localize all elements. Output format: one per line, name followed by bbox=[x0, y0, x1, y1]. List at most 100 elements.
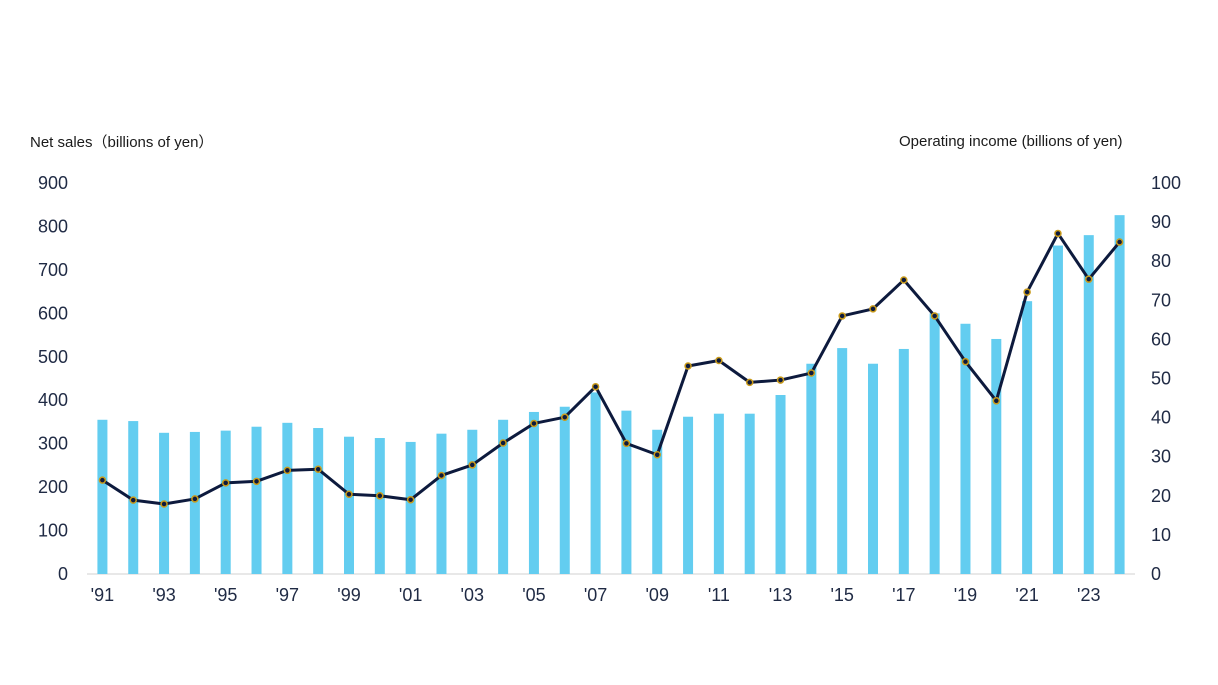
operating-income-point bbox=[98, 476, 107, 484]
x-tick-label: '05 bbox=[522, 585, 545, 605]
net-sales-bar bbox=[960, 323, 971, 574]
operating-income-point bbox=[437, 471, 446, 480]
operating-income-point bbox=[283, 466, 292, 475]
net-sales-bar bbox=[775, 395, 786, 574]
x-tick-label: '03 bbox=[461, 585, 484, 605]
y1-tick-label: 500 bbox=[38, 347, 68, 367]
net-sales-bar bbox=[189, 431, 200, 574]
operating-income-point bbox=[1023, 288, 1031, 296]
operating-income-point bbox=[129, 496, 137, 504]
operating-income-point bbox=[745, 378, 754, 387]
net-sales-bar bbox=[1083, 235, 1094, 574]
y2-tick-label: 10 bbox=[1151, 525, 1171, 545]
operating-income-point bbox=[653, 450, 661, 459]
operating-income-point bbox=[345, 490, 353, 498]
operating-income-point bbox=[252, 477, 261, 486]
net-sales-bar bbox=[282, 422, 293, 574]
net-sales-bar bbox=[1052, 245, 1063, 574]
operating-income-point bbox=[406, 495, 415, 504]
y2-tick-label: 50 bbox=[1151, 369, 1171, 389]
x-tick-label: '23 bbox=[1077, 585, 1100, 605]
operating-income-point bbox=[776, 376, 785, 384]
operating-income-point bbox=[807, 369, 816, 377]
y1-tick-label: 0 bbox=[58, 564, 68, 584]
x-tick-label: '19 bbox=[954, 585, 977, 605]
net-sales-bar bbox=[621, 410, 632, 574]
operating-income-point bbox=[191, 495, 199, 503]
operating-income-point bbox=[961, 357, 970, 366]
x-tick-label: '91 bbox=[91, 585, 114, 605]
operating-income-polyline bbox=[101, 231, 1121, 506]
net-sales-bar bbox=[744, 413, 755, 574]
net-sales-bars bbox=[97, 215, 1125, 574]
operating-income-point bbox=[221, 479, 230, 487]
operating-income-point bbox=[160, 500, 168, 508]
y1-tick-labels: 0 100 200 300 400 500 600 700 800 900 bbox=[38, 173, 68, 584]
x-tick-label: '07 bbox=[584, 585, 607, 605]
x-tick-label: '93 bbox=[152, 585, 175, 605]
net-sales-bar bbox=[436, 433, 447, 574]
operating-income-point bbox=[622, 439, 631, 448]
y2-tick-label: 0 bbox=[1151, 564, 1161, 584]
net-sales-bar bbox=[868, 363, 878, 574]
net-sales-bar bbox=[590, 392, 601, 574]
y1-tick-label: 300 bbox=[38, 434, 68, 454]
operating-income-point bbox=[869, 305, 877, 313]
y2-tick-label: 40 bbox=[1151, 408, 1171, 428]
y2-tick-labels: 0 10 20 30 40 50 60 70 80 90 100 bbox=[1151, 173, 1181, 584]
operating-income-point bbox=[715, 356, 723, 365]
operating-income-line bbox=[98, 229, 1124, 508]
net-sales-bar bbox=[467, 429, 478, 574]
y1-tick-label: 200 bbox=[38, 477, 68, 497]
net-sales-bar bbox=[898, 348, 909, 574]
x-tick-label: '97 bbox=[276, 585, 299, 605]
y2-tick-label: 100 bbox=[1151, 173, 1181, 193]
y1-tick-label: 900 bbox=[38, 173, 68, 193]
operating-income-point bbox=[591, 382, 600, 391]
operating-income-point bbox=[900, 276, 908, 284]
net-sales-bar bbox=[683, 416, 694, 574]
x-tick-label: '01 bbox=[399, 585, 422, 605]
x-tick-label: '99 bbox=[337, 585, 360, 605]
y1-tick-label: 400 bbox=[38, 390, 68, 410]
y2-tick-label: 70 bbox=[1151, 290, 1171, 310]
y1-tick-label: 700 bbox=[38, 260, 68, 280]
y1-tick-label: 100 bbox=[38, 521, 68, 541]
net-sales-bar bbox=[806, 363, 817, 574]
x-tick-label: '17 bbox=[892, 585, 915, 605]
operating-income-point bbox=[314, 465, 322, 473]
net-sales-bar bbox=[528, 411, 539, 574]
operating-income-point bbox=[376, 492, 384, 500]
net-sales-bar bbox=[713, 413, 724, 574]
net-sales-bar bbox=[405, 441, 416, 574]
operating-income-point bbox=[1115, 238, 1124, 246]
x-tick-label: '11 bbox=[708, 585, 730, 605]
y2-tick-label: 30 bbox=[1151, 447, 1171, 467]
operating-income-point bbox=[930, 312, 939, 320]
operating-income-point bbox=[499, 439, 507, 447]
net-sales-bar bbox=[344, 436, 354, 574]
net-sales-bar bbox=[1114, 215, 1125, 574]
x-tick-labels: '91 '93 '95 '97 '99 '01 '03 '05 '07 '09 '11 '13 '15 '… bbox=[91, 585, 1101, 605]
y1-tick-label: 600 bbox=[38, 303, 68, 323]
net-sales-bar bbox=[313, 428, 324, 574]
net-sales-bar bbox=[837, 348, 848, 574]
x-tick-label: '13 bbox=[769, 585, 792, 605]
net-sales-bar bbox=[1022, 301, 1033, 574]
net-sales-bar bbox=[97, 419, 108, 574]
x-tick-label: '21 bbox=[1015, 585, 1038, 605]
net-sales-bar bbox=[929, 313, 940, 574]
net-sales-bar bbox=[991, 338, 1002, 574]
y2-tick-label: 90 bbox=[1151, 212, 1171, 232]
y2-axis-title: Operating income (billions of yen) bbox=[899, 133, 1123, 150]
operating-income-point bbox=[561, 413, 569, 421]
y2-tick-label: 20 bbox=[1151, 486, 1171, 506]
net-sales-bar bbox=[498, 419, 509, 574]
operating-income-point bbox=[684, 362, 692, 370]
operating-income-point bbox=[1085, 275, 1093, 283]
operating-income-point bbox=[530, 419, 538, 428]
y1-tick-label: 800 bbox=[38, 216, 68, 236]
y1-axis-title: Net sales（billions of yen） bbox=[30, 134, 214, 151]
net-sales-bar bbox=[220, 430, 231, 574]
